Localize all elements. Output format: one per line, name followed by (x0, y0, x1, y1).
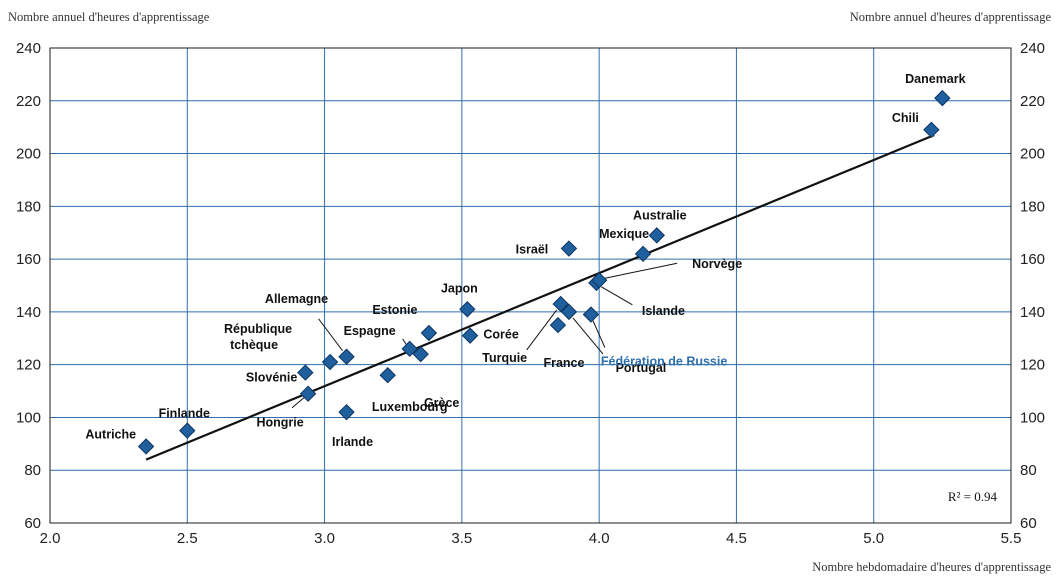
x-tick-label: 3.0 (314, 530, 335, 547)
r-squared-label: R² = 0.94 (948, 489, 998, 504)
y-tick-label-right: 100 (1020, 409, 1045, 426)
y-axis-title-right: Nombre annuel d'heures d'apprentissage (849, 10, 1051, 24)
data-point (934, 89, 951, 107)
point-label: Turquie (482, 351, 527, 365)
data-point (552, 295, 569, 313)
point-label-line: tchèque (230, 338, 278, 352)
leader-line (572, 317, 604, 355)
data-point (560, 303, 578, 321)
point-label: Israël (516, 243, 549, 257)
point-label: Slovénie (246, 371, 297, 385)
data-point (338, 348, 355, 365)
y-tick-label-left: 160 (16, 251, 41, 268)
data-point (401, 340, 418, 358)
y-tick-label-left: 80 (24, 462, 41, 479)
point-label: Allemagne (265, 292, 328, 306)
y-tick-label-left: 60 (24, 515, 41, 532)
x-tick-label: 2.0 (40, 530, 61, 547)
point-label: Autriche (85, 427, 136, 441)
point-label: Corée (483, 328, 518, 342)
data-point (420, 324, 438, 342)
data-point (634, 245, 652, 263)
y-tick-label-right: 220 (1020, 93, 1045, 110)
x-tick-label: 3.5 (451, 530, 472, 547)
data-point (923, 121, 940, 139)
x-tick-label: 2.5 (177, 530, 198, 547)
data-point (297, 364, 314, 381)
data-point (338, 403, 355, 421)
x-tick-label: 5.0 (863, 530, 884, 547)
point-label: République tchèque (224, 322, 292, 352)
plot-frame (49, 47, 1012, 524)
data-point (321, 353, 339, 371)
y-tick-label-left: 120 (16, 357, 41, 374)
y-tick-label-left: 180 (16, 198, 41, 215)
leader-line (318, 318, 343, 352)
point-label: Grèce (424, 396, 459, 410)
leader-lines (291, 262, 678, 409)
point-label: Chili (892, 111, 919, 125)
data-point (179, 422, 196, 439)
y-tick-label-right: 80 (1020, 462, 1037, 479)
y-axis-title-left: Nombre annuel d'heures d'apprentissage (8, 10, 210, 24)
point-label: Estonie (372, 303, 417, 317)
point-label: Islande (642, 304, 685, 318)
y-tick-label-right: 180 (1020, 198, 1045, 215)
trend-line (145, 134, 935, 461)
point-label: Luxembourg (372, 400, 448, 414)
y-tick-label-left: 100 (16, 409, 41, 426)
leader-line (592, 320, 606, 348)
point-label: Hongrie (256, 416, 303, 430)
y-tick-label-right: 160 (1020, 251, 1045, 268)
point-label: Espagne (344, 324, 396, 338)
y-tick-label-left: 240 (16, 40, 41, 57)
y-tick-label-right: 60 (1020, 515, 1037, 532)
data-point (648, 227, 666, 244)
point-label: Norvège (692, 257, 742, 271)
leader-line (605, 262, 678, 279)
data-point (582, 306, 600, 323)
data-points (137, 89, 951, 455)
y-tick-label-right: 200 (1020, 146, 1045, 163)
y-tick-label-right: 140 (1020, 304, 1045, 321)
point-label: Fédération de Russie (601, 355, 727, 369)
point-label-line: République (224, 322, 292, 336)
y-tick-label-right: 120 (1020, 357, 1045, 374)
data-point (412, 345, 429, 363)
leader-line (601, 286, 633, 306)
point-labels: Autriche Finlande Hongrie Slovénie Républiqu… (85, 72, 965, 449)
point-label: Australie (633, 208, 687, 222)
data-point (379, 367, 396, 384)
grid (49, 47, 1012, 524)
data-point (590, 272, 608, 289)
data-point (299, 385, 317, 402)
data-point (560, 240, 578, 257)
point-label: Irlande (332, 435, 373, 449)
leader-line (526, 309, 558, 351)
y-tick-label-left: 220 (16, 93, 41, 110)
y-tick-label-right: 240 (1020, 40, 1045, 57)
x-axis-title: Nombre hebdomadaire d'heures d'apprentis… (812, 560, 1051, 574)
point-label: France (543, 356, 584, 370)
x-tick-label: 4.5 (726, 530, 747, 547)
data-point (137, 438, 155, 455)
leader-line (291, 396, 306, 409)
x-tick-label: 5.5 (1001, 530, 1022, 547)
point-label: Portugal (616, 361, 667, 375)
y-tick-label-left: 200 (16, 146, 41, 163)
point-label: Danemark (905, 72, 965, 86)
data-point (549, 316, 567, 334)
data-point (459, 301, 476, 318)
point-label: Finlande (159, 407, 210, 421)
x-tick-label: 4.0 (589, 530, 610, 547)
point-label: Japon (441, 281, 478, 295)
point-label: Mexique (599, 227, 649, 241)
y-tick-label-left: 140 (16, 304, 41, 321)
data-point (461, 327, 479, 344)
